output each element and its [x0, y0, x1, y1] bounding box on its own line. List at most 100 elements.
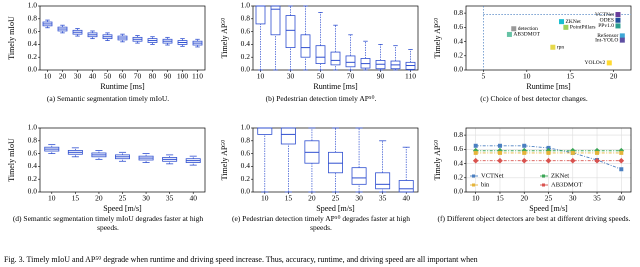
- point: [506, 31, 512, 37]
- x-tick-label: 15: [566, 72, 574, 81]
- point-label: detection: [518, 26, 538, 32]
- point-label: Int-YOLO: [595, 37, 618, 43]
- y-tick-label: 0.0: [241, 187, 251, 196]
- x-tick-label: 70: [347, 72, 355, 81]
- y-tick-label: 0.4: [28, 161, 38, 170]
- point: [511, 26, 517, 32]
- plot-frame: [39, 5, 206, 71]
- point-label: VCTNet: [595, 12, 614, 18]
- point-label: ODES: [600, 17, 614, 23]
- point-label: PPv1.0: [598, 23, 614, 29]
- y-tick-label: 0.0: [28, 65, 38, 74]
- marker: [545, 157, 552, 164]
- subfigure-caption: (d) Semantic segmentation timely mIoU de…: [12, 214, 204, 232]
- y-axis-label: Timely AP⁵⁰: [220, 140, 229, 181]
- y-tick-label: 0.2: [454, 172, 464, 181]
- y-tick-label: 0.2: [28, 52, 38, 61]
- point: [615, 17, 621, 23]
- marker: [619, 150, 624, 155]
- point-label: ReSensor: [597, 33, 618, 39]
- point: [615, 12, 621, 18]
- x-tick-label: 40: [189, 194, 197, 203]
- box: [280, 127, 296, 145]
- x-tick-label: 10: [472, 194, 480, 203]
- x-tick-label: 25: [545, 194, 553, 203]
- y-tick-label: 0.0: [28, 187, 38, 196]
- y-tick-label: 0.8: [28, 14, 38, 23]
- x-tick-label: 20: [520, 194, 528, 203]
- legend-label: VCTNet: [481, 172, 504, 179]
- y-tick-label: 1.0: [28, 123, 38, 132]
- x-tick-label: 40: [618, 194, 626, 203]
- marker: [522, 150, 527, 155]
- plot-frame: [465, 127, 632, 193]
- x-tick-label: 20: [610, 72, 618, 81]
- x-tick-label: 20: [308, 194, 316, 203]
- point-label: ZKNet: [566, 19, 582, 25]
- y-axis-label: Timely AP⁵⁰: [433, 18, 442, 59]
- x-tick-label: 10: [48, 194, 56, 203]
- y-axis-label: Timely AP⁵⁰: [433, 140, 442, 181]
- x-tick-label: 35: [166, 194, 174, 203]
- x-axis-label: Speed [m/s]: [529, 204, 568, 213]
- x-tick-label: 40: [89, 72, 97, 81]
- point-label: YOLOv2: [585, 60, 606, 66]
- x-tick-label: 10: [523, 72, 531, 81]
- x-tick-label: 60: [119, 72, 127, 81]
- x-axis-label: Runtime [ms]: [100, 82, 145, 91]
- x-tick-label: 20: [95, 194, 103, 203]
- y-axis-label: Timely mIoU: [7, 16, 16, 60]
- y-tick-label: 0.6: [241, 26, 251, 35]
- x-axis-label: Speed [m/s]: [316, 204, 355, 213]
- box: [398, 180, 414, 193]
- point-label: PointPillars: [570, 25, 596, 31]
- x-tick-label: 40: [402, 194, 410, 203]
- legend-label: ZKNet: [551, 172, 569, 179]
- marker: [595, 150, 600, 155]
- legend-marker: [542, 174, 545, 178]
- y-tick-label: 0.4: [28, 39, 38, 48]
- y-tick-label: 1.0: [28, 1, 38, 10]
- plot-frame: [465, 5, 632, 71]
- marker: [619, 167, 624, 172]
- legend-label: AB3DMOT: [551, 181, 582, 188]
- marker: [594, 157, 600, 164]
- y-tick-label: 0.6: [454, 144, 464, 153]
- legend-marker: [542, 183, 545, 187]
- x-tick-label: 100: [177, 72, 189, 81]
- y-tick-label: 0.4: [241, 161, 251, 170]
- legend-marker: [472, 174, 475, 178]
- y-tick-label: 0.8: [241, 14, 251, 23]
- marker: [522, 143, 527, 148]
- x-tick-label: 10: [261, 194, 269, 203]
- box: [285, 15, 296, 49]
- y-tick-label: 0.8: [454, 8, 464, 17]
- box: [257, 127, 273, 135]
- x-tick-label: 50: [104, 72, 112, 81]
- point: [619, 37, 625, 43]
- x-tick-label: 80: [149, 72, 157, 81]
- point-label: AB3DMOT: [513, 32, 540, 38]
- subfigure-caption: (b) Pedestrian detection timely AP⁵⁰.: [265, 94, 377, 103]
- y-tick-label: 0.4: [241, 39, 251, 48]
- y-tick-label: 0.8: [28, 136, 38, 145]
- subfigure-caption: (c) Choice of best detector changes.: [480, 94, 588, 103]
- x-axis-label: Runtime [ms]: [526, 82, 571, 91]
- plot-frame: [252, 127, 419, 193]
- marker: [546, 150, 551, 155]
- y-axis-label: Timely mIoU: [7, 138, 16, 182]
- y-tick-label: 1.0: [241, 1, 251, 10]
- box: [300, 34, 311, 58]
- x-tick-label: 30: [569, 194, 577, 203]
- marker: [497, 150, 502, 155]
- marker: [546, 145, 551, 150]
- x-tick-label: 30: [74, 72, 82, 81]
- y-tick-label: 0.2: [454, 50, 464, 59]
- x-tick-label: 110: [192, 72, 203, 81]
- point: [619, 33, 625, 39]
- point: [559, 19, 565, 25]
- y-tick-label: 0.6: [241, 148, 251, 157]
- point: [606, 60, 612, 66]
- y-tick-label: 0.2: [28, 174, 38, 183]
- box: [328, 151, 343, 174]
